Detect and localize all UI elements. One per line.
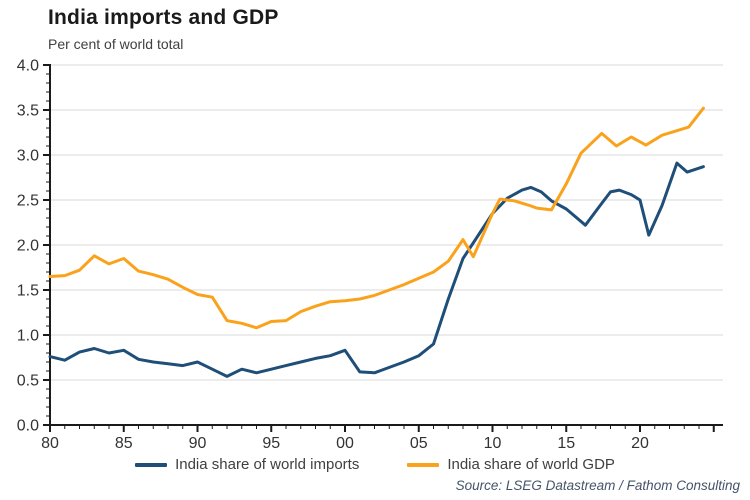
x-tick-label: 80 (41, 435, 59, 452)
x-tick-label: 85 (115, 435, 133, 452)
legend-swatch (407, 462, 440, 467)
legend-label: India share of world imports (175, 456, 360, 473)
y-tick-label: 2.0 (17, 238, 39, 255)
legend-item-imports: India share of world imports (135, 456, 359, 473)
x-tick-label: 95 (262, 435, 280, 452)
x-tick-label: 90 (189, 435, 207, 452)
y-tick-label: 1.0 (17, 328, 39, 345)
series-line-gdp (48, 106, 705, 330)
y-tick-label: 4.0 (17, 58, 39, 75)
x-tick-label: 20 (631, 435, 649, 452)
line-chart: 4.0 3.5 3.0 2.5 2.0 1.5 1.0 0.5 0.080 85 90 95 00 05 1… (17, 58, 723, 452)
y-tick-label: 3.0 (17, 148, 39, 165)
chart-title: India imports and GDP (48, 6, 279, 29)
x-tick-label: 10 (484, 435, 502, 452)
source-credit: Source: LSEG Datastream / Fathom Consult… (455, 478, 740, 493)
chart-subtitle: Per cent of world total (48, 36, 184, 52)
chart-header: India imports and GDP Per cent of world … (48, 6, 279, 52)
y-tick-label: 2.5 (17, 193, 39, 210)
x-tick-label: 05 (410, 435, 428, 452)
legend-swatch (135, 462, 168, 467)
y-tick-label: 0.0 (17, 418, 39, 435)
y-tick-label: 1.5 (17, 283, 39, 300)
chart-legend: India share of world imports India share … (0, 456, 750, 473)
y-tick-label: 0.5 (17, 373, 39, 390)
legend-label: India share of world GDP (447, 456, 615, 473)
y-tick-label: 3.5 (17, 103, 39, 120)
legend-item-gdp: India share of world GDP (407, 456, 615, 473)
x-tick-label: 00 (336, 435, 354, 452)
series-line-imports (48, 161, 705, 378)
x-tick-label: 15 (557, 435, 575, 452)
